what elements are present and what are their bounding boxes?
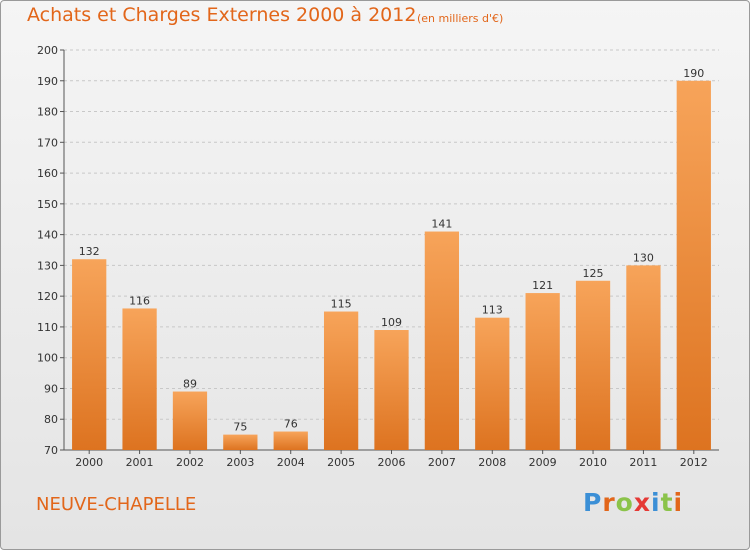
bar [475, 317, 510, 450]
x-tick-label: 2003 [226, 456, 254, 469]
y-tick-label: 130 [37, 259, 58, 272]
x-tick-label: 2009 [529, 456, 557, 469]
y-tick-label: 70 [44, 444, 58, 457]
y-tick-label: 120 [37, 290, 58, 303]
bar-value-label: 76 [284, 418, 298, 431]
bar-value-label: 75 [233, 421, 247, 434]
y-tick-label: 200 [37, 44, 58, 57]
labels: 7080901001101201301401501601701801902001… [37, 44, 708, 469]
chart-subtitle: (en milliers d'€) [417, 12, 504, 25]
chart-title: Achats et Charges Externes 2000 à 2012 [27, 4, 417, 26]
bars [72, 80, 711, 451]
grid-lines [64, 49, 719, 420]
logo-letter: i [651, 488, 661, 517]
y-tick-label: 110 [37, 321, 58, 334]
bar [525, 293, 560, 450]
bar-value-label: 109 [381, 316, 402, 329]
logo-letter: o [615, 488, 634, 517]
logo-letter: x [633, 488, 651, 517]
y-tick-label: 80 [44, 413, 58, 426]
x-tick-label: 2002 [176, 456, 204, 469]
bar-value-label: 125 [583, 267, 604, 280]
y-tick-label: 140 [37, 229, 58, 242]
y-tick-label: 150 [37, 198, 58, 211]
bar [223, 434, 258, 450]
y-tick-label: 170 [37, 136, 58, 149]
bar [72, 259, 107, 450]
bar-value-label: 132 [79, 245, 100, 258]
y-tick-label: 180 [37, 106, 58, 119]
x-tick-label: 2012 [680, 456, 708, 469]
logo-letter: t [660, 488, 674, 517]
bar [323, 311, 359, 450]
bar [122, 308, 157, 450]
x-tick-label: 2001 [126, 456, 154, 469]
x-tick-label: 2008 [478, 456, 506, 469]
bar [172, 391, 208, 450]
logo-letter: P [583, 488, 603, 517]
x-tick-label: 2000 [75, 456, 103, 469]
x-tick-label: 2010 [579, 456, 607, 469]
commune-name: NEUVE-CHAPELLE [36, 494, 197, 515]
bar [626, 265, 661, 450]
logo-letter: i [673, 488, 684, 517]
bar [676, 80, 711, 451]
bar [424, 231, 460, 450]
bar-value-label: 113 [482, 304, 503, 317]
y-tick-label: 90 [44, 382, 58, 395]
bar-value-label: 89 [183, 378, 197, 391]
bar-value-label: 141 [431, 218, 452, 231]
logo-letter: r [602, 488, 616, 517]
bar-value-label: 121 [532, 279, 553, 292]
bar [374, 330, 409, 450]
y-tick-label: 190 [37, 75, 58, 88]
bar-value-label: 115 [331, 298, 352, 311]
bar-value-label: 190 [683, 67, 704, 80]
x-tick-label: 2004 [277, 456, 305, 469]
bar-value-label: 116 [129, 294, 150, 307]
x-tick-label: 2011 [629, 456, 657, 469]
x-tick-label: 2005 [327, 456, 355, 469]
y-tick-label: 160 [37, 167, 58, 180]
bar-value-label: 130 [633, 251, 654, 264]
x-tick-label: 2006 [378, 456, 406, 469]
proxiti-logo[interactable]: Proxiti [583, 488, 683, 517]
y-tick-label: 100 [37, 352, 58, 365]
bar [273, 431, 308, 450]
x-tick-label: 2007 [428, 456, 456, 469]
bar [575, 280, 611, 450]
